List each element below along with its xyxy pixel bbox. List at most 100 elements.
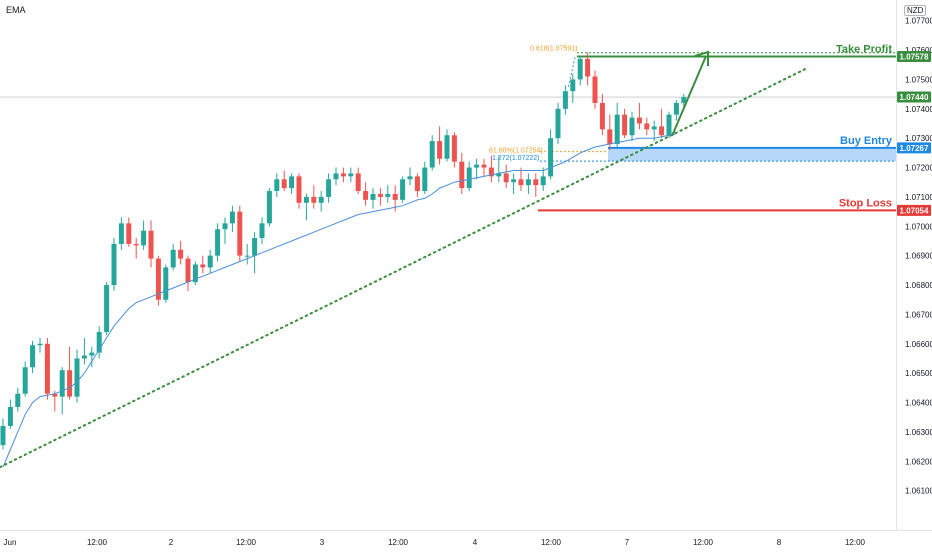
- candle-body: [67, 370, 73, 397]
- projection-arrowhead: [694, 50, 709, 66]
- buy-entry-badge: [897, 142, 931, 154]
- candle-body: [89, 352, 95, 356]
- candle-body: [377, 193, 383, 197]
- candle-body: [229, 211, 235, 224]
- currency-badge[interactable]: NZD: [904, 5, 927, 16]
- candle-body: [422, 167, 428, 192]
- projection-arrow: [671, 55, 707, 137]
- time-tick-label: Jun: [4, 538, 17, 547]
- candle-body: [170, 249, 176, 268]
- candle-body: [215, 229, 221, 256]
- candle-body: [311, 196, 317, 203]
- candle-body: [104, 285, 110, 333]
- candle-body: [466, 167, 472, 189]
- candle-body: [681, 97, 687, 103]
- price-tick-label: 1.06300: [905, 428, 932, 437]
- price-tick-label: 1.06200: [905, 457, 932, 466]
- indicator-label[interactable]: EMA: [6, 5, 26, 15]
- candle-body: [607, 129, 613, 145]
- buy-entry-badge-label: 1.07267: [900, 144, 929, 153]
- time-tick-label: 7: [625, 538, 630, 547]
- candle-body: [392, 193, 398, 200]
- time-tick-label: 12:00: [693, 538, 714, 547]
- current-price-badge-label: 1.07440: [900, 93, 929, 102]
- zone-layer: [538, 52, 896, 212]
- candle-body: [481, 164, 487, 168]
- take-profit-badge: [897, 51, 931, 63]
- candle-body: [96, 332, 102, 353]
- candle-body: [673, 102, 679, 115]
- candle-body: [340, 173, 346, 177]
- price-tick-label: 1.06100: [905, 487, 932, 496]
- candle-body: [629, 117, 635, 136]
- price-tick-label: 1.06700: [905, 310, 932, 319]
- price-tick-label: 1.07500: [905, 75, 932, 84]
- time-tick-label: 3: [320, 538, 325, 547]
- take-profit-label: Take Profit: [836, 44, 892, 56]
- candle-body: [644, 123, 650, 130]
- candle-body: [74, 358, 80, 397]
- candle-body: [533, 179, 539, 186]
- candle-body: [155, 258, 161, 300]
- candle-body: [333, 173, 339, 180]
- candle-body: [555, 108, 561, 139]
- candle-body: [178, 249, 184, 259]
- candle-body: [444, 135, 450, 159]
- candle-body: [118, 223, 124, 244]
- time-tick-label: 12:00: [845, 538, 866, 547]
- candle-body: [133, 243, 139, 246]
- candle-body: [7, 406, 13, 427]
- candle-body: [52, 393, 58, 397]
- candle-body: [81, 355, 87, 359]
- candle-body: [659, 126, 665, 136]
- stop-loss-badge: [897, 204, 931, 216]
- candle-body: [585, 58, 591, 77]
- candle-body: [370, 193, 376, 200]
- candle-body: [666, 114, 672, 136]
- candle-body: [0, 426, 6, 446]
- fib-connector: [567, 57, 576, 89]
- candle-body: [622, 114, 628, 136]
- candle-body: [244, 255, 250, 257]
- candle-body: [200, 264, 206, 268]
- candle-body: [496, 173, 502, 177]
- candle-body: [163, 267, 169, 300]
- candle-body: [59, 370, 65, 397]
- price-tick-label: 1.07200: [905, 164, 932, 173]
- candle-body: [414, 176, 420, 192]
- candle-body: [126, 223, 132, 244]
- time-tick-label: 2: [169, 538, 174, 547]
- candle-body: [459, 161, 465, 189]
- candle-body: [296, 176, 302, 203]
- candle-body: [592, 76, 598, 103]
- buy-entry-zone: [608, 147, 896, 162]
- candle-body: [44, 343, 50, 394]
- time-tick-label: 4: [473, 538, 478, 547]
- current-price-badge: [897, 91, 931, 103]
- candle-body: [281, 179, 287, 189]
- buy-entry-label: Buy Entry: [840, 135, 893, 147]
- candle-body: [15, 393, 21, 407]
- candle-body: [570, 79, 576, 92]
- candle-body: [289, 176, 295, 189]
- candle-body: [577, 58, 583, 80]
- candle-body: [651, 126, 657, 130]
- candles-layer: [0, 52, 687, 450]
- candle-body: [222, 223, 228, 230]
- price-tick-label: 1.06500: [905, 369, 932, 378]
- fib-1272-label: 1.272(1.07222): [492, 155, 539, 162]
- candle-body: [363, 191, 369, 200]
- candle-body: [259, 223, 265, 239]
- candle-body: [192, 264, 198, 283]
- candle-body: [518, 179, 524, 186]
- candle-body: [274, 179, 280, 192]
- price-tick-label: 1.07300: [905, 134, 932, 143]
- price-tick-label: 1.06400: [905, 399, 932, 408]
- candle-body: [348, 173, 354, 177]
- candle-body: [503, 173, 509, 183]
- price-tick-label: 1.06800: [905, 281, 932, 290]
- candle-body: [400, 179, 406, 200]
